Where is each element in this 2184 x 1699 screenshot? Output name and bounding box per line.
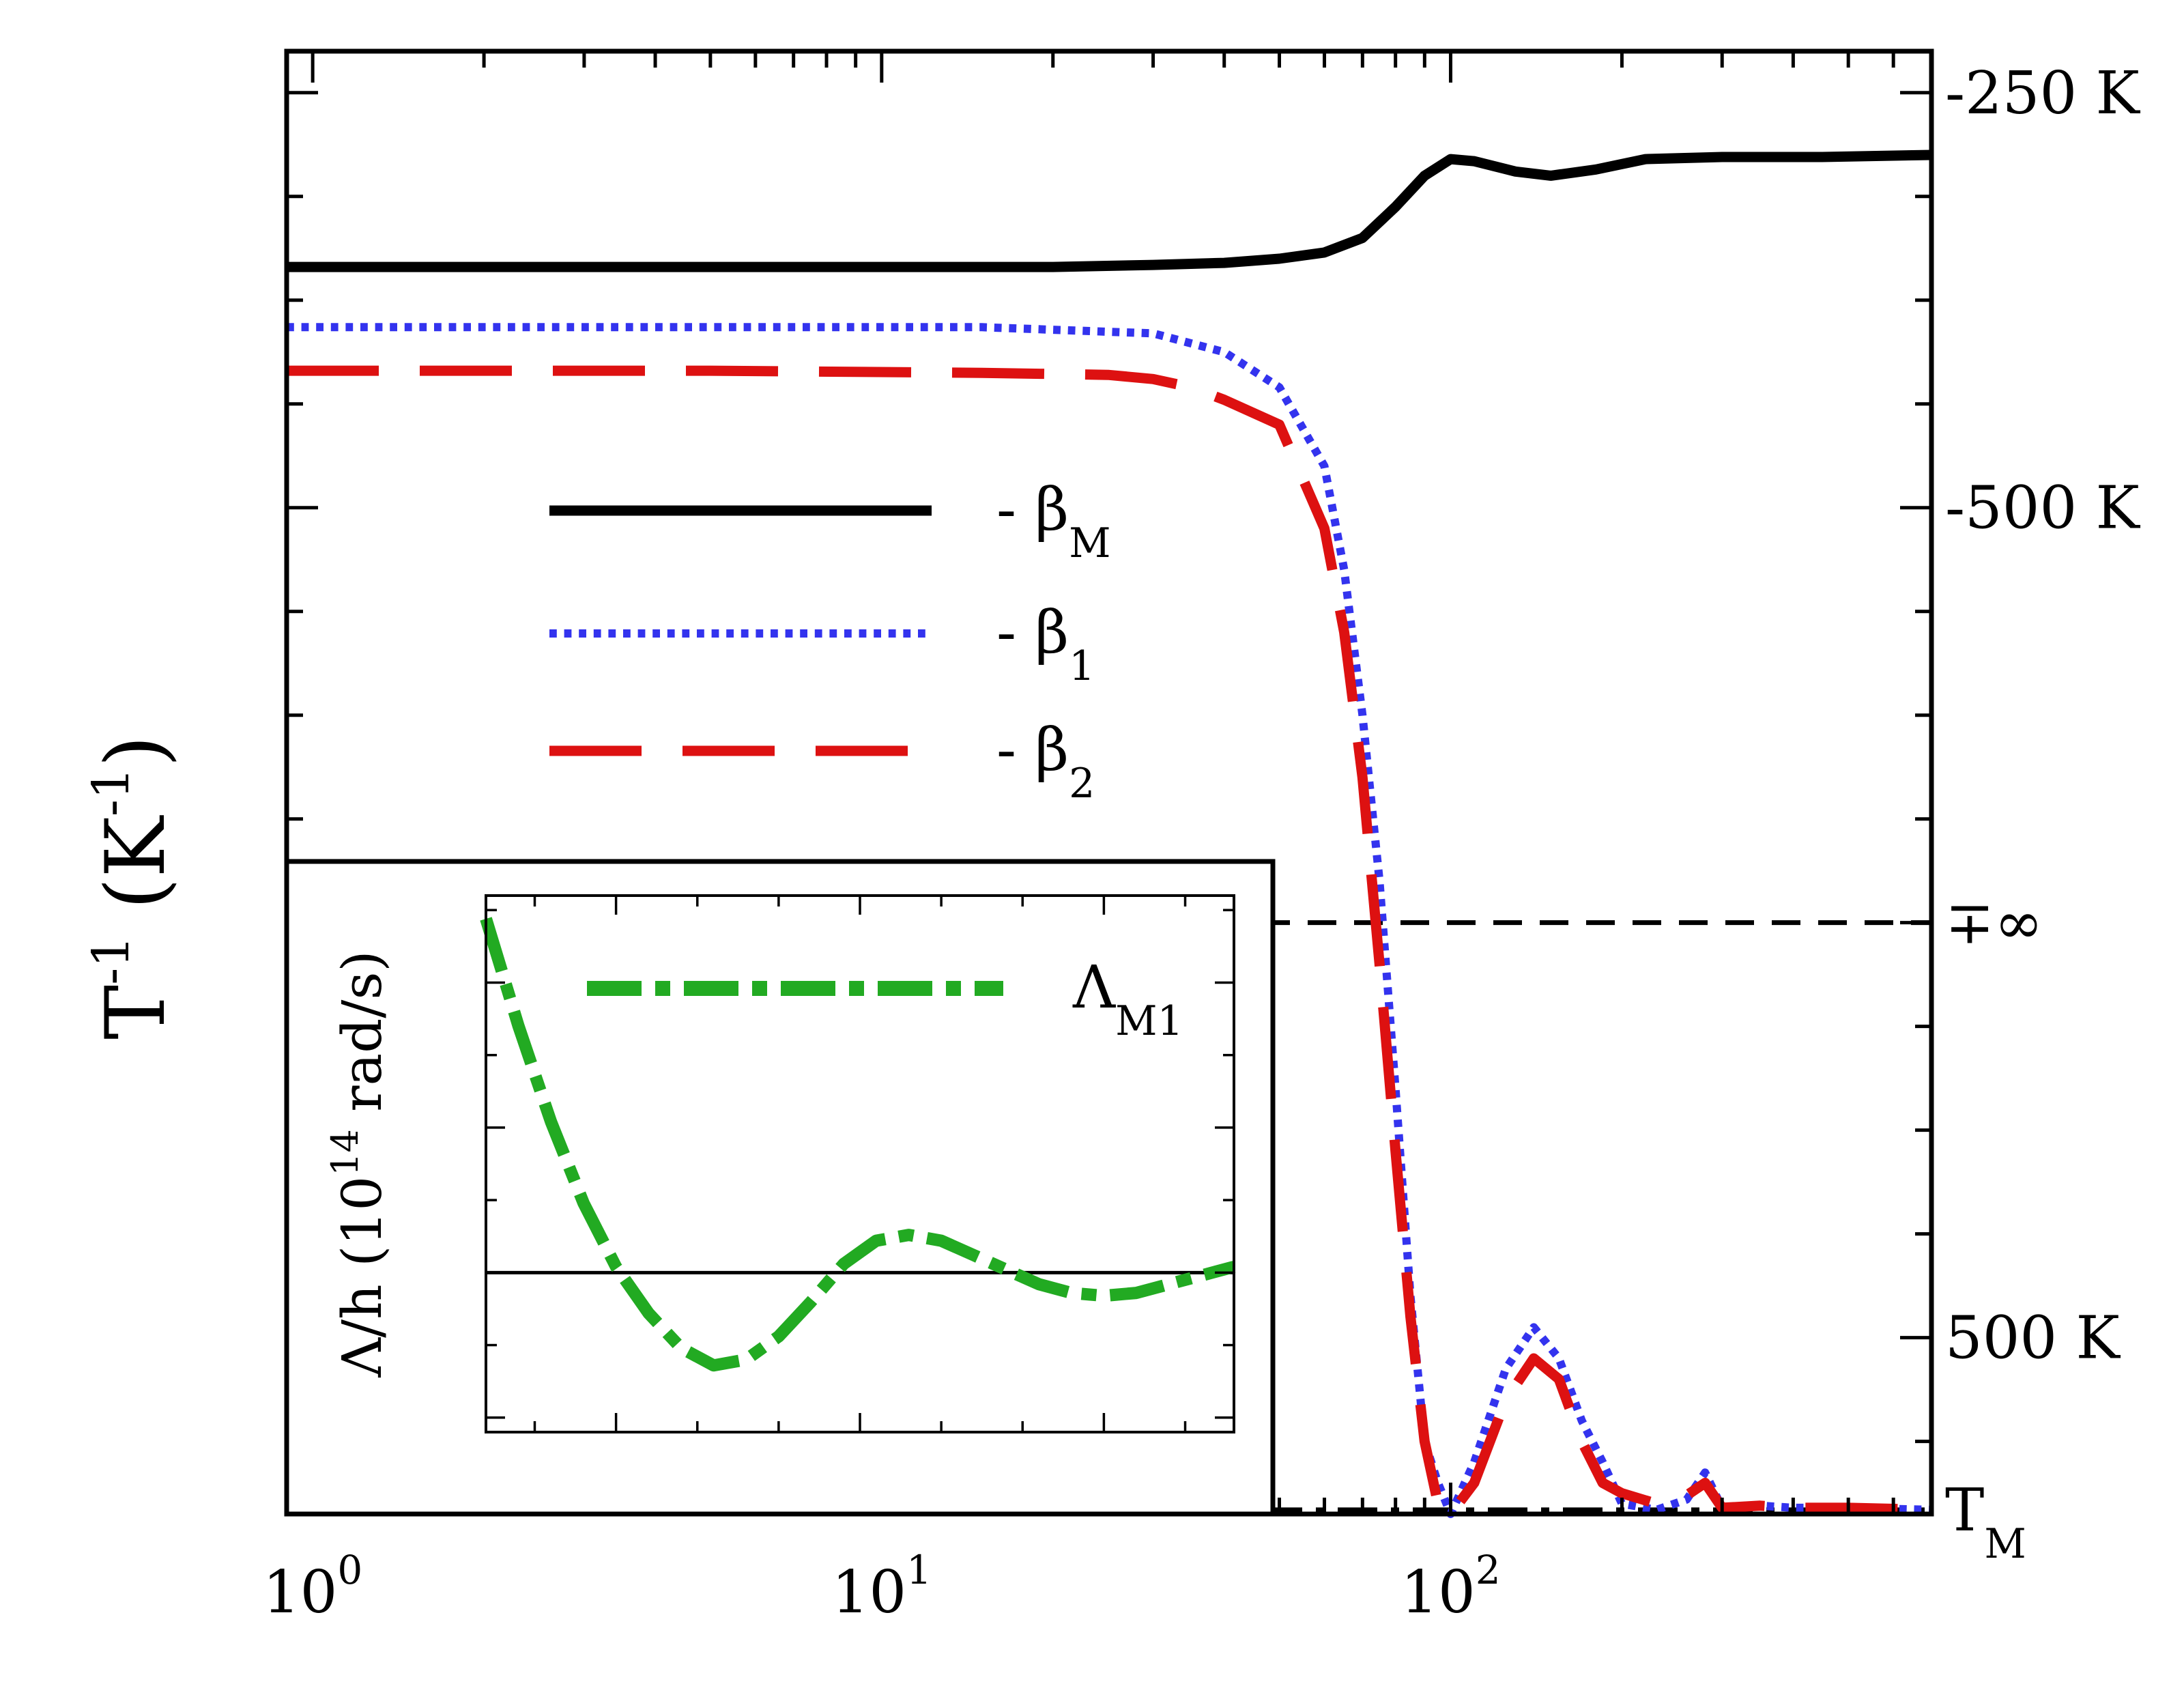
x-tick-base: 10 bbox=[832, 1558, 906, 1627]
inset-legend-label: ΛM1 bbox=[1072, 954, 1183, 1045]
legend-sub: 2 bbox=[1069, 760, 1095, 808]
x-tick-base: 10 bbox=[263, 1558, 337, 1627]
x-tick-exp: 1 bbox=[906, 1547, 932, 1593]
legend-label-0: - βM bbox=[996, 476, 1111, 567]
right-axis-label: TM bbox=[1945, 1476, 2026, 1568]
legend-sub: M bbox=[1069, 519, 1110, 567]
inset-y-title-post: rad/s) bbox=[330, 950, 394, 1129]
x-tick-label: 101 bbox=[832, 1547, 932, 1627]
right-axis-label-text: -250 K bbox=[1945, 59, 2141, 128]
x-tick-label: 102 bbox=[1400, 1547, 1500, 1627]
series-line-2 bbox=[287, 365, 1932, 1519]
y-axis-title: T-1 (K-1) bbox=[82, 735, 184, 1040]
y-axis-title-part: T bbox=[89, 985, 184, 1040]
legend-dash: - bbox=[996, 599, 1035, 667]
x-tick-exp: 0 bbox=[337, 1547, 362, 1593]
right-axis-label-text: ∓∞ bbox=[1945, 889, 2043, 958]
x-tick-base: 10 bbox=[1400, 1558, 1475, 1627]
y-axis-title-exp: -1 bbox=[82, 767, 141, 816]
right-axis-label-sub: M bbox=[1984, 1520, 2026, 1568]
inset-y-axis-title: Λ/h (1014 rad/s) bbox=[324, 950, 394, 1377]
series-line-1 bbox=[287, 323, 1932, 1518]
legend-label-1: - β1 bbox=[996, 599, 1095, 690]
right-axis-label: ∓∞ bbox=[1945, 889, 2043, 958]
legend-label-2: - β2 bbox=[996, 716, 1095, 808]
inset-series-line-0 bbox=[480, 917, 1236, 1372]
legend-name: β bbox=[1035, 599, 1069, 667]
legend-name: β bbox=[1035, 716, 1069, 784]
y-axis-title-part: (K bbox=[89, 815, 184, 936]
series-line-0 bbox=[287, 149, 1932, 272]
x-tick-exp: 2 bbox=[1476, 1547, 1501, 1593]
right-axis-label: -500 K bbox=[1945, 474, 2141, 543]
inset-y-title-exp: 14 bbox=[324, 1129, 367, 1176]
inset-legend-sub: M1 bbox=[1115, 997, 1183, 1045]
y-axis-title-exp: -1 bbox=[82, 936, 141, 985]
legend-dash: - bbox=[996, 476, 1035, 544]
legend-sub: 1 bbox=[1069, 642, 1095, 690]
inset-y-title-pre: Λ/h (10 bbox=[330, 1176, 394, 1378]
right-axis-label: -250 K bbox=[1945, 59, 2141, 128]
right-axis-label-text: 500 K bbox=[1945, 1304, 2121, 1373]
y-axis-title-part: ) bbox=[89, 735, 184, 767]
inset-frame-outer bbox=[284, 859, 1276, 1517]
right-axis-label-text: -500 K bbox=[1945, 474, 2141, 543]
right-axis-label: 500 K bbox=[1945, 1304, 2121, 1373]
legend-name: β bbox=[1035, 476, 1069, 544]
right-axis-label-text: T bbox=[1945, 1476, 1984, 1545]
x-tick-label: 100 bbox=[263, 1547, 362, 1627]
inset-legend-name: Λ bbox=[1072, 954, 1116, 1022]
legend-dash: - bbox=[996, 716, 1035, 784]
